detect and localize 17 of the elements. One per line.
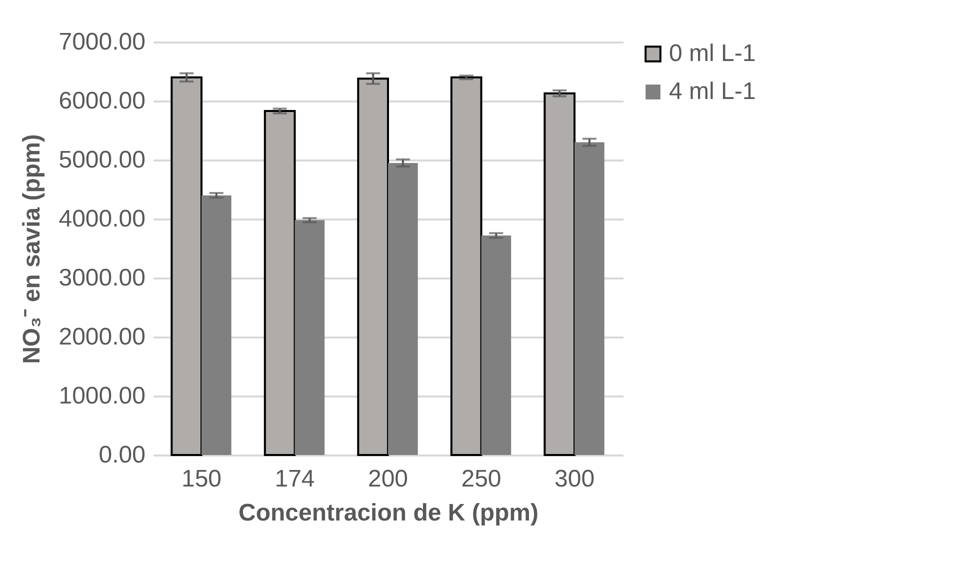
- y-tick-label: 3000.00: [58, 264, 146, 292]
- y-tick-label: 6000.00: [58, 88, 146, 114]
- y-tick-label: 7000.00: [58, 28, 146, 56]
- y-tick-label: 5000.00: [58, 146, 146, 174]
- y-tick-label: 2000.00: [58, 324, 146, 350]
- x-tick-label: 250: [461, 466, 502, 492]
- y-tick-label: 4000.00: [58, 206, 146, 232]
- x-tick-label: 300: [554, 466, 595, 492]
- y-tick-label: 1000.00: [58, 382, 146, 410]
- x-tick-label: 174: [274, 466, 315, 492]
- x-axis-title: Concentracion de K (ppm): [238, 500, 539, 526]
- x-tick-label: 200: [368, 466, 408, 492]
- y-tick-label: 0.00: [98, 442, 146, 468]
- legend-label: 4 ml L-1: [669, 78, 756, 105]
- x-tick-label: 150: [181, 466, 222, 492]
- legend-label: 0 ml L-1: [669, 40, 756, 67]
- y-axis-title: NO₃⁻ en savia (ppm): [18, 134, 46, 364]
